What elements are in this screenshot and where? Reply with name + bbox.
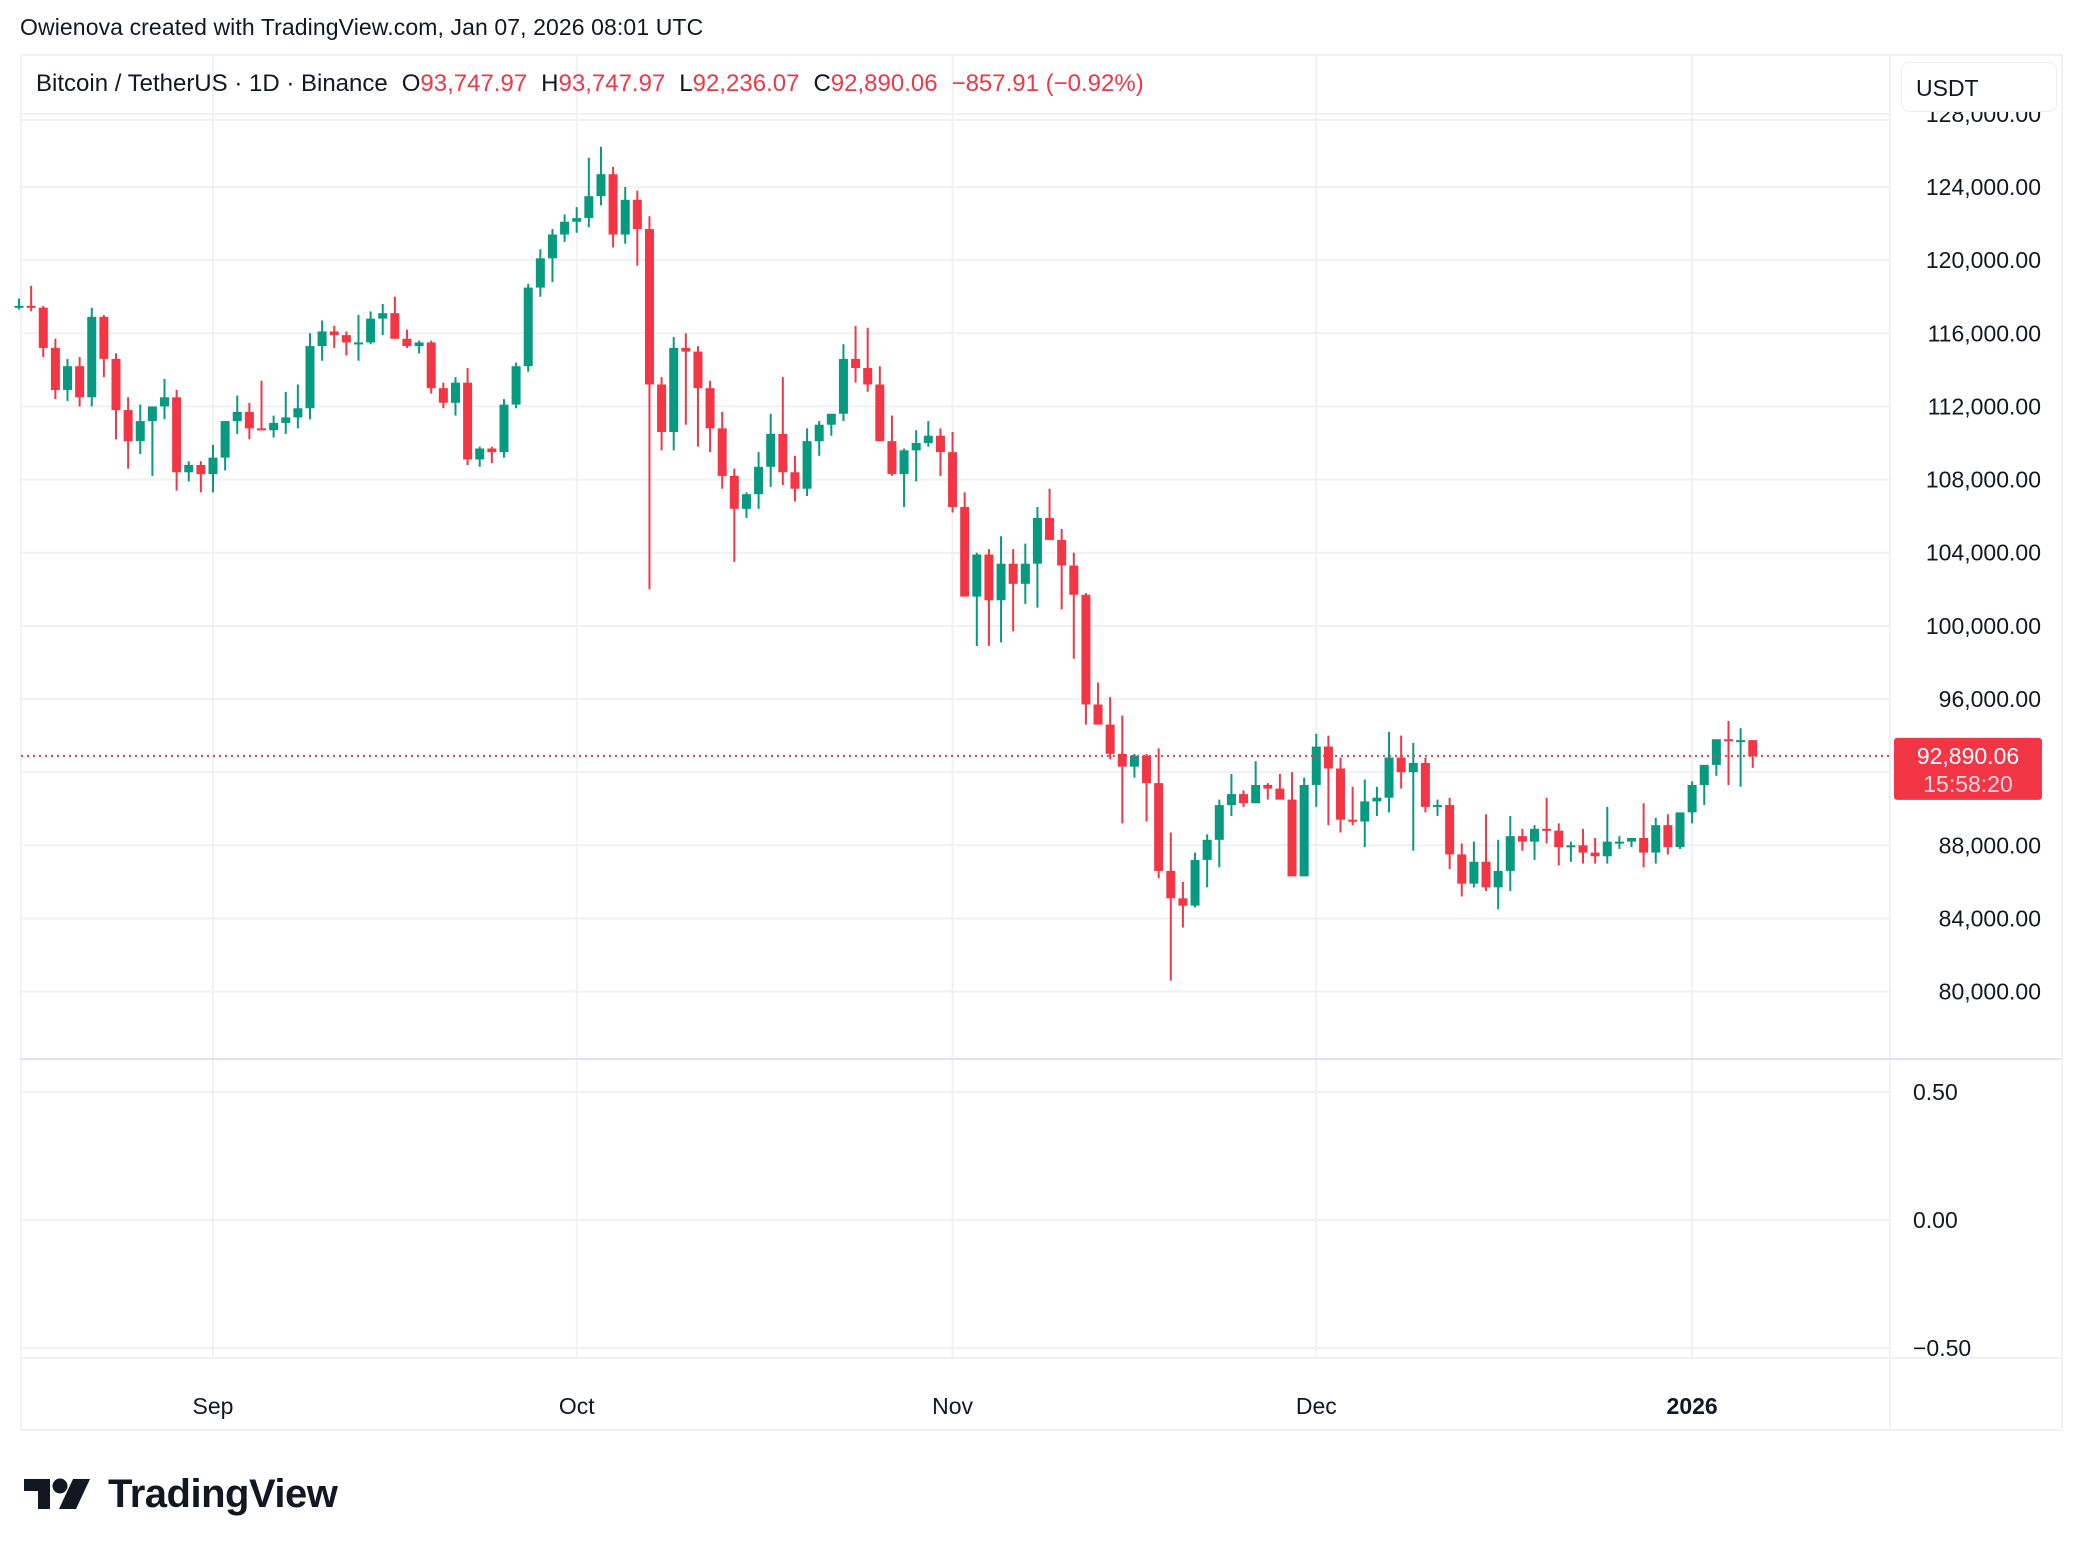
svg-text:84,000.00: 84,000.00 — [1939, 905, 2041, 931]
high-value: 93,747.97 — [558, 70, 666, 97]
svg-text:120,000.00: 120,000.00 — [1926, 247, 2041, 273]
chart-credit: Owienova created with TradingView.com, J… — [20, 14, 704, 40]
open-label: O — [401, 70, 421, 97]
symbol-legend: Bitcoin / TetherUS · 1D · Binance O 93,74… — [36, 70, 1144, 98]
svg-text:Dec: Dec — [1296, 1393, 1337, 1419]
close-value: 92,890.06 — [830, 70, 938, 97]
svg-text:0.00: 0.00 — [1913, 1207, 1958, 1233]
price-axis[interactable]: 128,000.00124,000.00120,000.00116,000.00… — [1926, 101, 2041, 1005]
indicator-pane: 0.50 0.00 −0.50 — [21, 1079, 1971, 1361]
svg-text:96,000.00: 96,000.00 — [1939, 686, 2041, 712]
svg-text:92,890.06: 92,890.06 — [1917, 743, 2019, 769]
svg-text:Sep: Sep — [193, 1393, 234, 1419]
svg-text:80,000.00: 80,000.00 — [1939, 979, 2041, 1005]
tradingview-logo[interactable]: TradingView — [24, 1472, 338, 1517]
svg-text:100,000.00: 100,000.00 — [1926, 613, 2041, 639]
candles — [14, 146, 1758, 981]
svg-text:112,000.00: 112,000.00 — [1928, 393, 2041, 419]
svg-text:124,000.00: 124,000.00 — [1926, 174, 2041, 200]
svg-text:−0.50: −0.50 — [1913, 1335, 1971, 1361]
svg-text:104,000.00: 104,000.00 — [1926, 540, 2041, 566]
open-value: 93,747.97 — [420, 70, 528, 97]
svg-text:0.50: 0.50 — [1913, 1079, 1958, 1105]
time-axis[interactable]: Sep Oct Nov Dec 2026 — [193, 1393, 1718, 1419]
chart-frame — [20, 54, 2063, 1431]
svg-text:88,000.00: 88,000.00 — [1939, 832, 2041, 858]
close-label: C — [813, 70, 831, 97]
tradingview-logo-icon — [24, 1478, 90, 1509]
svg-text:2026: 2026 — [1667, 1393, 1718, 1419]
low-value: 92,236.07 — [692, 70, 800, 97]
symbol-title[interactable]: Bitcoin / TetherUS · 1D · Binance — [36, 70, 388, 97]
svg-text:15:58:20: 15:58:20 — [1923, 771, 2013, 797]
high-label: H — [541, 70, 559, 97]
svg-text:Oct: Oct — [559, 1393, 595, 1419]
currency-button[interactable]: USDT — [1901, 62, 2057, 112]
svg-text:Nov: Nov — [932, 1393, 973, 1419]
low-label: L — [679, 70, 693, 97]
grid-lines — [21, 56, 2061, 1430]
change-value: −857.91 (−0.92%) — [951, 70, 1144, 97]
svg-text:108,000.00: 108,000.00 — [1926, 467, 2041, 493]
svg-text:116,000.00: 116,000.00 — [1928, 320, 2041, 346]
logo-text: TradingView — [108, 1472, 338, 1516]
